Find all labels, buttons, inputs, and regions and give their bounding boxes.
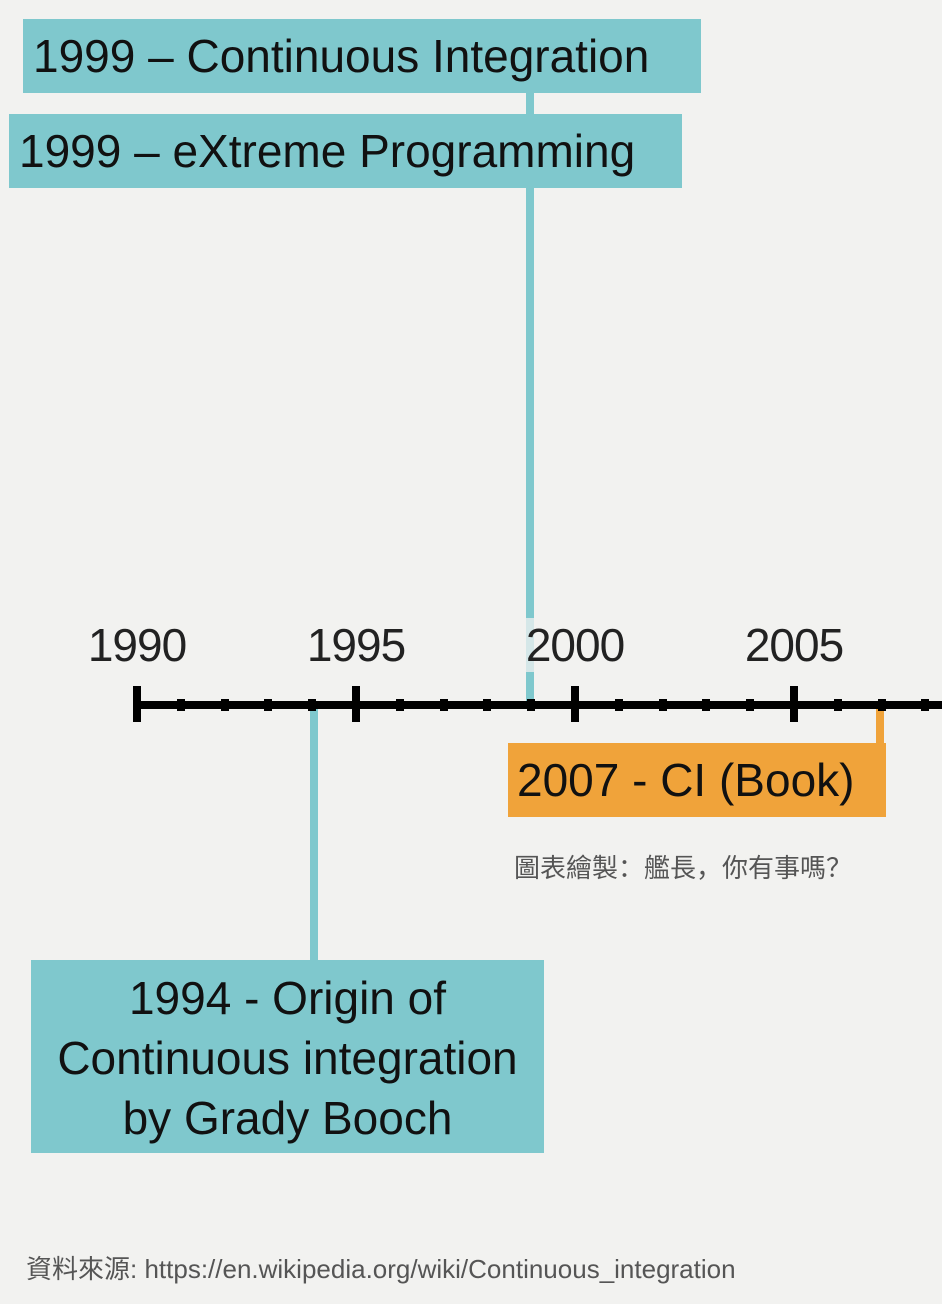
tick-label-2000: 2000 (525, 618, 625, 672)
minor-tick-1994 (308, 699, 317, 711)
minor-tick-1992 (220, 699, 229, 711)
major-tick-2000 (571, 686, 579, 722)
major-tick-1990 (133, 686, 141, 722)
event-1999-extreme-programming: 1999 – eXtreme Programming (9, 114, 682, 188)
event-1994-line-1: 1994 - Origin of (128, 972, 447, 1024)
connector-2007 (876, 705, 884, 745)
minor-tick-1998 (483, 699, 492, 711)
source-note: 資料來源: https://en.wikipedia.org/wiki/Cont… (26, 1254, 736, 1284)
event-2007-ci-book: 2007 - CI (Book) (508, 743, 886, 817)
connector-1994 (310, 705, 318, 961)
minor-tick-2007 (877, 699, 886, 711)
minor-tick-2002 (658, 699, 667, 711)
minor-tick-1993 (264, 699, 273, 711)
tick-label-2005: 2005 (744, 618, 844, 672)
timeline-axis (133, 701, 942, 709)
major-tick-2005 (790, 686, 798, 722)
minor-tick-2001 (614, 699, 623, 711)
event-1994-line-3: by Grady Booch (122, 1092, 453, 1144)
minor-tick-1991 (176, 699, 185, 711)
minor-tick-2006 (833, 699, 842, 711)
minor-tick-2003 (702, 699, 711, 711)
minor-tick-1996 (395, 699, 404, 711)
event-1994-line-2: Continuous integration (57, 1032, 518, 1084)
event-1994-origin: 1994 - Origin of Continuous integration … (31, 960, 544, 1153)
major-tick-1995 (352, 686, 360, 722)
event-1999-continuous-integration: 1999 – Continuous Integration (23, 19, 701, 93)
chart-credit: 圖表繪製：艦長，你有事嗎？ (514, 853, 853, 883)
minor-tick-2004 (746, 699, 755, 711)
tick-label-1990: 1990 (87, 618, 187, 672)
minor-tick-1997 (439, 699, 448, 711)
tick-label-1995: 1995 (306, 618, 406, 672)
minor-tick-2008 (921, 699, 930, 711)
connector-1999 (526, 92, 534, 705)
minor-tick-1999 (527, 699, 536, 711)
